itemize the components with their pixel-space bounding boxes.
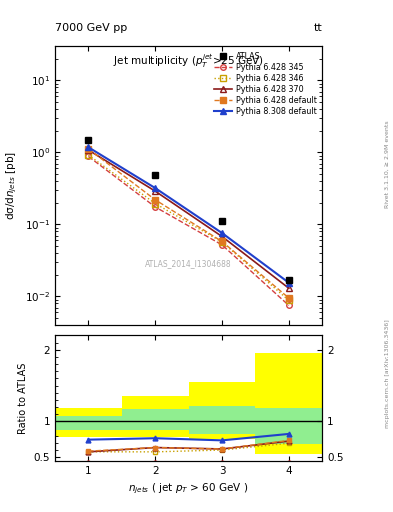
Legend: ATLAS, Pythia 6.428 345, Pythia 6.428 346, Pythia 6.428 370, Pythia 6.428 defaul: ATLAS, Pythia 6.428 345, Pythia 6.428 34… (212, 50, 318, 117)
Text: mcplots.cern.ch [arXiv:1306.3436]: mcplots.cern.ch [arXiv:1306.3436] (385, 319, 389, 428)
Text: Jet multiplicity ($p_T^{jet}$>25 GeV): Jet multiplicity ($p_T^{jet}$>25 GeV) (113, 52, 264, 70)
X-axis label: $n_{jets}$ ( jet $p_T$ > 60 GeV ): $n_{jets}$ ( jet $p_T$ > 60 GeV ) (129, 481, 249, 496)
Text: ATLAS_2014_I1304688: ATLAS_2014_I1304688 (145, 259, 232, 268)
Text: 7000 GeV pp: 7000 GeV pp (55, 23, 127, 33)
Y-axis label: dσ/d$n_{jets}$ [pb]: dσ/d$n_{jets}$ [pb] (5, 151, 19, 220)
Text: Rivet 3.1.10, ≥ 2.9M events: Rivet 3.1.10, ≥ 2.9M events (385, 120, 389, 208)
Text: tt: tt (314, 23, 322, 33)
Y-axis label: Ratio to ATLAS: Ratio to ATLAS (18, 362, 28, 434)
